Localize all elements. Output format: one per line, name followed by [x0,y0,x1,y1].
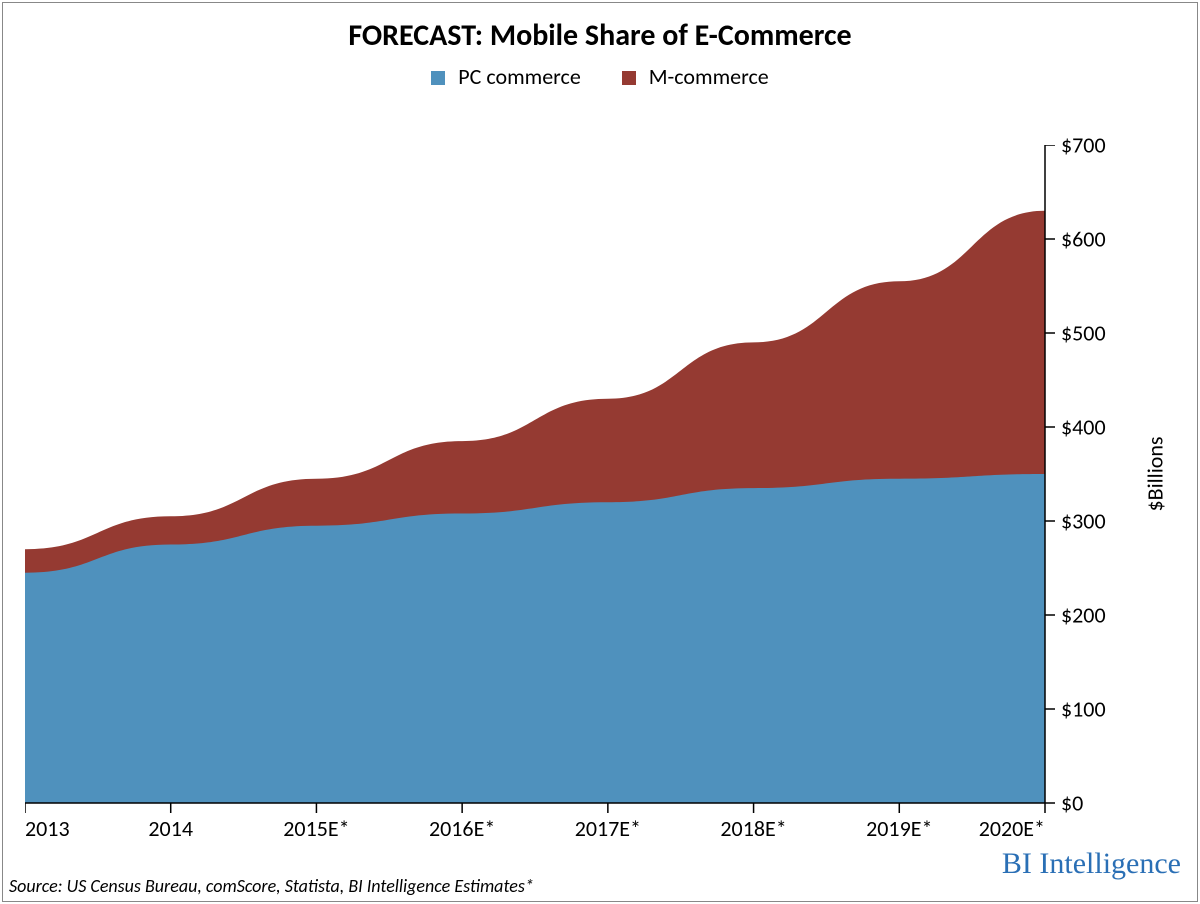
legend-item-m: M-commerce [622,63,769,90]
legend-item-pc: PC commerce [431,63,580,90]
x-tick-label: 2019E* [866,815,932,842]
legend-swatch-pc [431,71,445,85]
y-tick-label: $300 [1061,508,1106,535]
legend: PC commerce M-commerce [3,63,1197,90]
y-tick-label: $100 [1061,696,1106,723]
legend-swatch-m [622,71,636,85]
source-note: Source: US Census Bureau, comScore, Stat… [9,875,534,897]
y-tick-label: $0 [1061,790,1083,817]
y-tick-label: $500 [1061,320,1106,347]
y-tick-label: $400 [1061,414,1106,441]
legend-label-m: M-commerce [649,63,769,90]
y-axis-label: $Billions [1142,436,1169,511]
legend-label-pc: PC commerce [458,63,580,90]
x-tick-label: 2016E* [429,815,495,842]
x-tick-label: 2018E* [720,815,786,842]
chart-frame: FORECAST: Mobile Share of E-Commerce PC … [2,2,1198,902]
plot-area [25,145,1135,823]
x-tick-label: 2013 [25,815,70,842]
y-tick-label: $700 [1061,132,1106,159]
x-tick-label: 2017E* [575,815,641,842]
chart-title: FORECAST: Mobile Share of E-Commerce [3,17,1197,54]
x-tick-label: 2015E* [283,815,349,842]
y-tick-label: $600 [1061,226,1106,253]
brand-label: BI Intelligence [1002,847,1181,881]
x-tick-label: 2014 [148,815,193,842]
y-tick-label: $200 [1061,602,1106,629]
x-tick-label: 2020E* [979,815,1045,842]
